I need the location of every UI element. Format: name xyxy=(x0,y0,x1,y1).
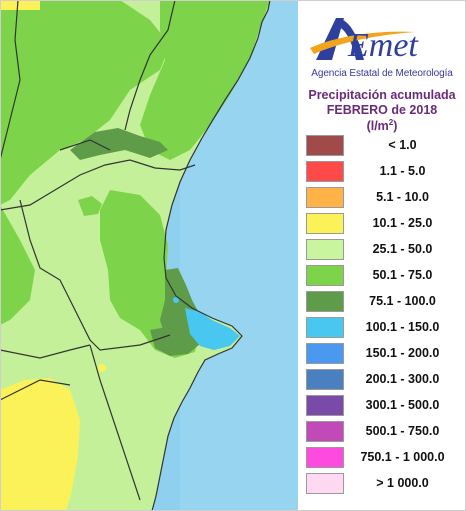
legend-label: 25.1 - 50.0 xyxy=(372,242,433,256)
legend-swatch xyxy=(306,395,344,416)
legend-row: > 1 000.0 xyxy=(306,473,461,496)
legend-swatch xyxy=(306,187,344,208)
zone-50-75-northeast xyxy=(140,0,270,160)
zone-100-150-cape xyxy=(185,308,240,350)
agency-name: Agencia Estatal de Meteorología xyxy=(311,68,453,79)
legend-label: 100.1 - 150.0 xyxy=(365,320,440,334)
zone-50-75-spot xyxy=(78,196,102,216)
map-unit: (l/m2) xyxy=(366,118,398,134)
legend-label: 200.1 - 300.0 xyxy=(365,372,440,386)
legend-label: 300.1 - 500.0 xyxy=(365,398,440,412)
zone-10-25-corner xyxy=(0,0,40,10)
legend-label: 75.1 - 100.0 xyxy=(369,294,436,308)
zone-75-100-cape xyxy=(150,326,200,356)
legend-swatch xyxy=(306,473,344,494)
legend-row: 25.1 - 50.0 xyxy=(306,239,461,262)
legend-row: < 1.0 xyxy=(306,135,461,158)
legend-label: 500.1 - 750.0 xyxy=(365,424,440,438)
legend-swatch xyxy=(306,135,344,156)
legend-swatch xyxy=(306,239,344,260)
region-borders xyxy=(0,0,196,501)
legend-swatch xyxy=(306,317,344,338)
zone-75-100-band xyxy=(70,128,168,160)
map-title: Precipitación acumulada xyxy=(308,88,456,102)
legend-row: 10.1 - 25.0 xyxy=(306,213,461,236)
zone-50-75-north xyxy=(0,0,170,205)
zone-50-75-west xyxy=(0,205,35,325)
legend-swatch xyxy=(306,213,344,234)
legend-row: 50.1 - 75.0 xyxy=(306,265,461,288)
legend-row: 5.1 - 10.0 xyxy=(306,187,461,210)
legend-label: < 1.0 xyxy=(388,138,417,152)
zone-10-25-dot xyxy=(98,364,106,372)
legend-row: 100.1 - 150.0 xyxy=(306,317,461,340)
legend-panel: Emet Agencia Estatal de Meteorología Pre… xyxy=(298,0,466,511)
zone-100-150-dot xyxy=(173,297,179,303)
legend-swatch xyxy=(306,369,344,390)
legend-label: 5.1 - 10.0 xyxy=(376,190,429,204)
legend-swatch xyxy=(306,421,344,442)
legend-label: > 1 000.0 xyxy=(376,476,429,490)
legend-row: 750.1 - 1 000.0 xyxy=(306,447,461,470)
legend-swatch xyxy=(306,447,344,468)
legend-swatch xyxy=(306,343,344,364)
legend-swatch xyxy=(306,161,344,182)
legend-swatch xyxy=(306,265,344,286)
legend-row: 300.1 - 500.0 xyxy=(306,395,461,418)
legend-swatch xyxy=(306,291,344,312)
legend-row: 150.1 - 200.0 xyxy=(306,343,461,366)
logo-text: Emet xyxy=(347,27,419,64)
legend-label: 750.1 - 1 000.0 xyxy=(360,450,445,464)
map-period: FEBRERO de 2018 xyxy=(326,103,438,117)
zone-10-25-southwest xyxy=(0,378,80,511)
precipitation-map xyxy=(0,0,298,511)
legend-label: 50.1 - 75.0 xyxy=(372,268,433,282)
legend-row: 200.1 - 300.0 xyxy=(306,369,461,392)
legend-label: 1.1 - 5.0 xyxy=(379,164,426,178)
legend-label: 10.1 - 25.0 xyxy=(372,216,433,230)
coastline xyxy=(151,0,271,511)
legend-label: 150.1 - 200.0 xyxy=(365,346,440,360)
legend-row: 500.1 - 750.0 xyxy=(306,421,461,444)
legend-row: 75.1 - 100.0 xyxy=(306,291,461,314)
legend-row: 1.1 - 5.0 xyxy=(306,161,461,184)
aemet-logo: Emet xyxy=(310,18,419,64)
